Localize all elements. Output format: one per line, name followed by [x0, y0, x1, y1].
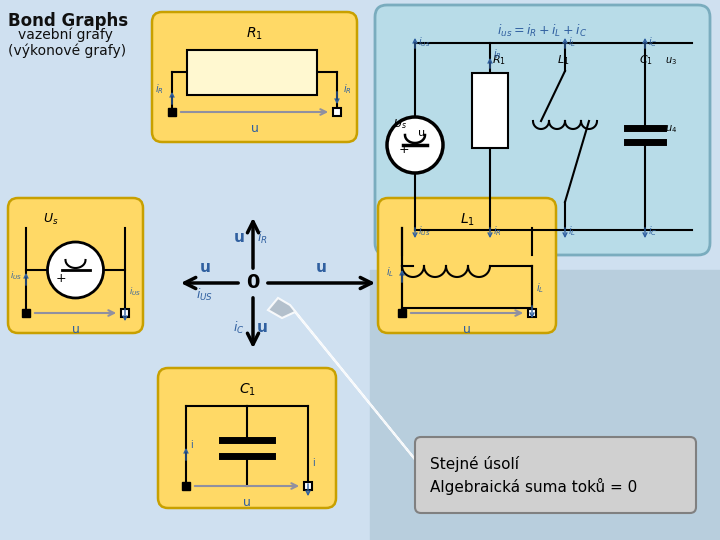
Text: $i_R$: $i_R$	[493, 224, 502, 238]
Text: $U_s$: $U_s$	[43, 212, 58, 227]
Text: $i_L$: $i_L$	[386, 265, 394, 279]
Bar	[187, 50, 317, 95]
Text: $i_R$: $i_R$	[343, 82, 352, 96]
Text: u: u	[199, 260, 210, 275]
Text: $i_R$: $i_R$	[493, 47, 502, 61]
Text: u: u	[463, 323, 471, 336]
Text: $R_1$: $R_1$	[246, 26, 263, 43]
Text: 0: 0	[246, 273, 260, 293]
Text: $i_{us}=i_R + i_L + i_C$: $i_{us}=i_R + i_L + i_C$	[498, 23, 588, 39]
Text: $i_C$: $i_C$	[648, 35, 657, 49]
FancyBboxPatch shape	[152, 12, 357, 142]
Text: $i_L$: $i_L$	[568, 224, 576, 238]
Bar	[22, 309, 30, 317]
Bar	[121, 309, 129, 317]
Text: $i_{US}$: $i_{US}$	[10, 269, 22, 281]
Text: $C_1$: $C_1$	[639, 53, 653, 67]
FancyBboxPatch shape	[415, 437, 696, 513]
Bar	[472, 73, 508, 148]
Text: $u_3$: $u_3$	[665, 55, 677, 67]
Text: Bond Graphs: Bond Graphs	[8, 12, 128, 30]
Bar	[528, 309, 536, 317]
FancyBboxPatch shape	[378, 198, 556, 333]
Bar	[398, 309, 406, 317]
Text: u: u	[234, 231, 245, 246]
Text: (výkonové grafy): (výkonové grafy)	[8, 44, 126, 58]
Text: vazební grafy: vazební grafy	[18, 28, 113, 43]
Text: i: i	[312, 458, 315, 468]
FancyBboxPatch shape	[375, 5, 710, 255]
Text: $R_1$: $R_1$	[492, 53, 506, 67]
FancyBboxPatch shape	[158, 368, 336, 508]
Text: $i_{US}$: $i_{US}$	[129, 286, 141, 299]
Text: $i_R$: $i_R$	[257, 230, 268, 246]
Text: $i_L$: $i_L$	[568, 35, 576, 49]
Text: +: +	[399, 143, 410, 156]
Text: u: u	[243, 496, 251, 509]
Text: Stejné úsolí: Stejné úsolí	[430, 456, 519, 472]
Text: $u_4$: $u_4$	[665, 123, 677, 135]
Text: $C_1$: $C_1$	[238, 382, 256, 399]
Polygon shape	[268, 298, 452, 505]
FancyBboxPatch shape	[8, 198, 143, 333]
Text: $i_C$: $i_C$	[233, 320, 245, 336]
Text: +: +	[55, 272, 66, 285]
Text: u: u	[315, 260, 326, 275]
Text: u: u	[418, 128, 425, 138]
Text: $i_{US}$: $i_{US}$	[197, 287, 214, 303]
Bar	[304, 482, 312, 490]
Text: Algebraická suma toků = 0: Algebraická suma toků = 0	[430, 478, 637, 495]
Text: u: u	[71, 323, 79, 336]
Bar	[333, 108, 341, 116]
Text: $L_1$: $L_1$	[459, 212, 474, 228]
Text: $i_R$: $i_R$	[155, 82, 163, 96]
Text: $U_s$: $U_s$	[393, 117, 407, 131]
Text: $L_1$: $L_1$	[557, 53, 570, 67]
Text: i: i	[190, 440, 193, 450]
Bar	[370, 270, 720, 540]
Circle shape	[48, 242, 104, 298]
Text: $i_{us}$: $i_{us}$	[418, 224, 431, 238]
Text: u: u	[251, 122, 258, 135]
Text: $i_L$: $i_L$	[536, 281, 544, 295]
Text: $i_{us}$: $i_{us}$	[418, 35, 431, 49]
Bar	[168, 108, 176, 116]
Bar	[182, 482, 190, 490]
Text: $i_C$: $i_C$	[648, 224, 657, 238]
Circle shape	[387, 117, 443, 173]
Text: u: u	[257, 321, 268, 335]
